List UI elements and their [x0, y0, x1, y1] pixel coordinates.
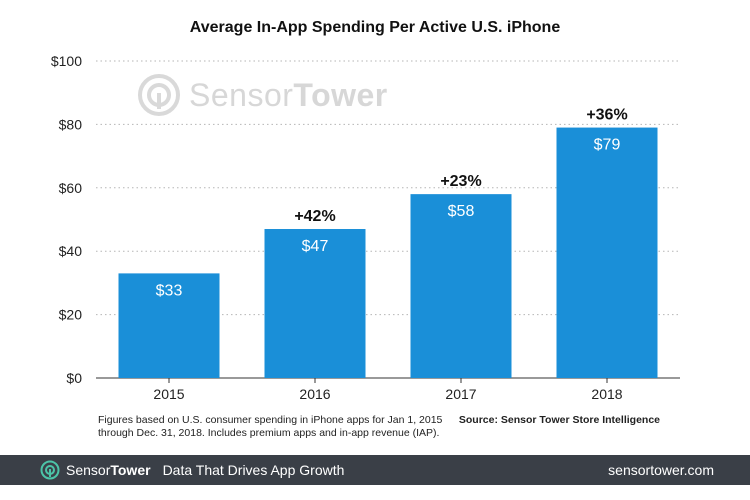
methodology-note: Figures based on U.S. consumer spending … — [98, 414, 443, 439]
watermark-brand-bold: Tower — [293, 76, 388, 113]
bar — [410, 194, 512, 378]
footer-url-link[interactable]: sensortower.com — [608, 462, 714, 478]
footer-brand: SensorTower — [40, 460, 151, 480]
growth-label: +23% — [440, 173, 481, 190]
bar — [118, 273, 220, 378]
bar-value-label: $33 — [156, 282, 183, 299]
y-tick-label: $0 — [66, 370, 82, 386]
sensortower-logo-icon — [40, 460, 60, 480]
watermark-brand: SensorTower — [189, 77, 388, 114]
x-tick-label: 2016 — [299, 386, 330, 402]
footer-brand-bold: Tower — [110, 462, 151, 478]
chart-title: Average In-App Spending Per Active U.S. … — [189, 19, 561, 36]
y-tick-label: $20 — [59, 307, 83, 323]
watermark: SensorTower — [137, 70, 388, 120]
footer-brand-light: Sensor — [66, 462, 111, 478]
bar-value-label: $79 — [594, 137, 621, 154]
growth-label: +42% — [294, 208, 335, 225]
source-credit: Source: Sensor Tower Store Intelligence — [458, 414, 660, 426]
y-tick-label: $80 — [59, 116, 83, 132]
bar-value-label: $47 — [302, 238, 329, 255]
growth-label: +36% — [586, 107, 627, 124]
bar-chart: $0 $20 $40 $60 $80 $100 $33 2015 $47 +42% 2016 $58 +… — [51, 53, 680, 402]
footer-brand-name: SensorTower — [66, 462, 151, 478]
footer-tagline: Data That Drives App Growth — [162, 462, 345, 478]
footer-bar: SensorTower Data That Drives App Growth … — [0, 455, 750, 485]
bar — [264, 229, 366, 378]
x-tick-label: 2015 — [153, 386, 184, 402]
sensortower-watermark-logo-icon — [138, 74, 180, 116]
y-tick-label: $60 — [59, 180, 83, 196]
watermark-brand-light: Sensor — [189, 76, 294, 113]
x-tick-label: 2017 — [445, 386, 476, 402]
y-tick-label: $40 — [59, 243, 83, 259]
bar-value-label: $58 — [448, 203, 475, 220]
bar — [556, 127, 658, 378]
x-tick-label: 2018 — [591, 386, 622, 402]
y-tick-label: $100 — [51, 53, 82, 69]
